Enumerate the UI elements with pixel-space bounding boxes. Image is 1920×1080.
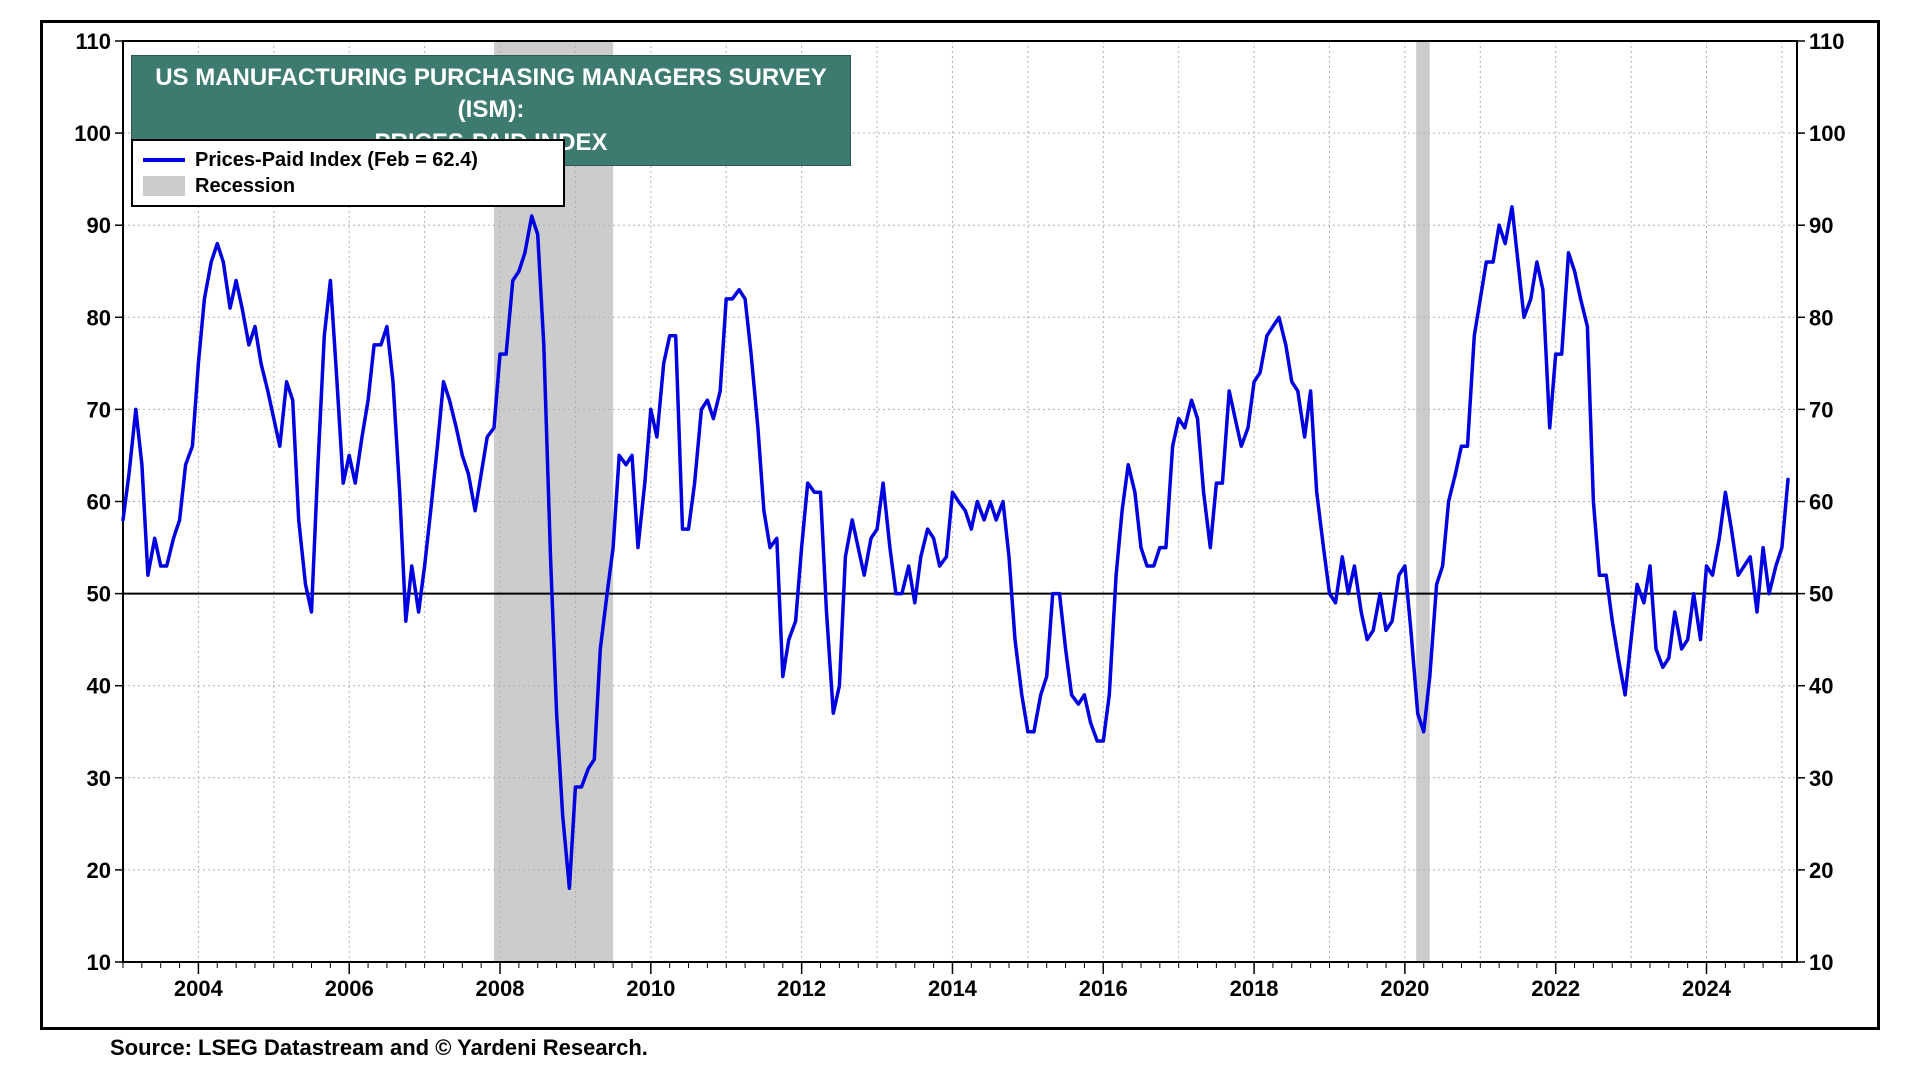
svg-text:110: 110	[1809, 29, 1845, 54]
svg-text:2022: 2022	[1531, 976, 1580, 1001]
svg-text:10: 10	[1809, 950, 1833, 975]
svg-text:2024: 2024	[1682, 976, 1732, 1001]
legend-row-series: Prices-Paid Index (Feb = 62.4)	[143, 147, 553, 173]
legend-line-icon	[143, 158, 185, 162]
svg-text:40: 40	[87, 674, 111, 699]
svg-text:2004: 2004	[174, 976, 224, 1001]
legend-row-recession: Recession	[143, 173, 553, 199]
chart-title-line1: US MANUFACTURING PURCHASING MANAGERS SUR…	[152, 62, 830, 127]
legend-box: Prices-Paid Index (Feb = 62.4) Recession	[131, 139, 565, 207]
svg-text:90: 90	[87, 213, 111, 238]
svg-text:2018: 2018	[1230, 976, 1279, 1001]
svg-text:80: 80	[1809, 305, 1833, 330]
svg-text:2010: 2010	[626, 976, 675, 1001]
svg-text:80: 80	[87, 305, 111, 330]
svg-text:30: 30	[1809, 766, 1833, 791]
svg-text:20: 20	[1809, 858, 1833, 883]
svg-text:2016: 2016	[1079, 976, 1128, 1001]
legend-series-label: Prices-Paid Index (Feb = 62.4)	[195, 149, 478, 172]
svg-text:40: 40	[1809, 674, 1833, 699]
svg-text:90: 90	[1809, 213, 1833, 238]
svg-text:60: 60	[1809, 490, 1833, 515]
svg-text:100: 100	[1809, 121, 1846, 146]
legend-recession-icon	[143, 176, 185, 196]
svg-text:2012: 2012	[777, 976, 826, 1001]
svg-text:50: 50	[1809, 582, 1833, 607]
svg-text:50: 50	[87, 582, 111, 607]
svg-text:60: 60	[87, 490, 111, 515]
svg-text:30: 30	[87, 766, 111, 791]
svg-text:20: 20	[87, 858, 111, 883]
legend-recession-label: Recession	[195, 175, 295, 198]
svg-text:110: 110	[76, 29, 112, 54]
svg-text:70: 70	[1809, 397, 1833, 422]
svg-text:70: 70	[87, 397, 111, 422]
svg-text:2020: 2020	[1380, 976, 1429, 1001]
svg-text:2008: 2008	[476, 976, 525, 1001]
svg-text:2006: 2006	[325, 976, 374, 1001]
chart-frame: 1010202030304040505060607070808090901001…	[40, 20, 1880, 1030]
svg-text:10: 10	[87, 950, 111, 975]
source-text: Source: LSEG Datastream and © Yardeni Re…	[110, 1035, 648, 1061]
svg-text:2014: 2014	[928, 976, 978, 1001]
svg-text:100: 100	[74, 121, 111, 146]
